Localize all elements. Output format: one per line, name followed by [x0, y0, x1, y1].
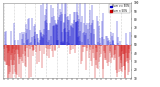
Legend: Hum >= 50%, Hum < 50%: Hum >= 50%, Hum < 50%	[109, 4, 130, 13]
